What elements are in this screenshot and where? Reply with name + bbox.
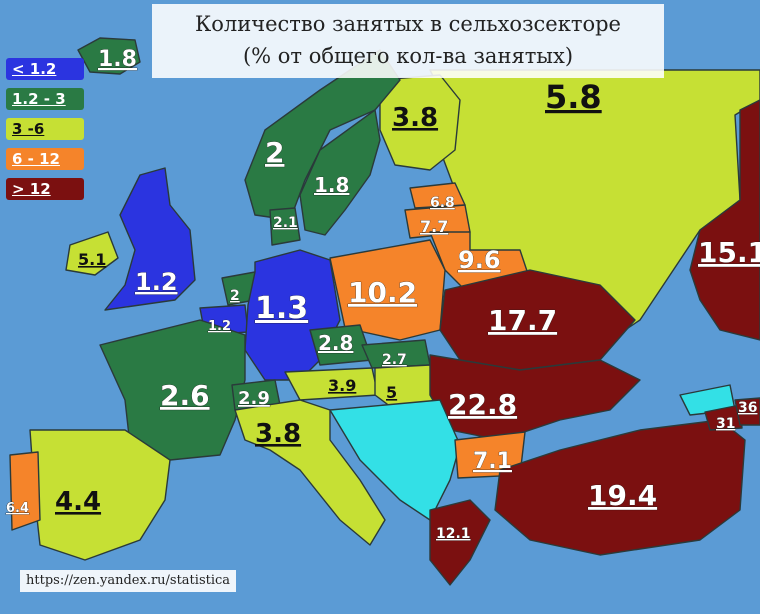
map-title: Количество занятых в сельхозсекторе (% о… xyxy=(152,4,664,78)
region-kazakhstan xyxy=(689,99,760,341)
value-hungary: 5 xyxy=(386,383,397,402)
value-italy: 3.8 xyxy=(255,419,301,449)
value-armenia: 36 xyxy=(738,400,757,416)
legend-item-gt-12: > 12 xyxy=(6,178,84,200)
title-line-2: (% от общего кол-ва занятых) xyxy=(242,44,574,68)
value-germany: 1.3 xyxy=(255,291,308,326)
region-sweden xyxy=(299,109,381,236)
value-greece: 12.1 xyxy=(436,526,471,542)
value-bulgaria: 7.1 xyxy=(473,449,512,474)
value-czechia: 2.8 xyxy=(318,331,353,355)
value-belarus: 17.7 xyxy=(488,304,557,337)
value-finland: 3.8 xyxy=(392,103,438,133)
value-lithuania: 9.6 xyxy=(458,246,501,274)
region-france xyxy=(99,319,246,461)
value-poland: 10.2 xyxy=(348,276,417,309)
value-belgium: 1.2 xyxy=(208,319,231,334)
value-slovakia: 2.7 xyxy=(382,352,407,368)
value-france: 2.6 xyxy=(160,379,210,412)
region-iceland xyxy=(77,37,141,75)
region-finland xyxy=(379,74,461,171)
region-uk xyxy=(104,167,196,311)
value-sweden: 1.8 xyxy=(314,173,349,197)
value-spain: 4.4 xyxy=(55,487,101,517)
value-denmark: 2.1 xyxy=(273,215,298,231)
value-switzerland: 2.9 xyxy=(238,388,270,409)
region-italy xyxy=(234,399,386,546)
value-norway: 2 xyxy=(265,136,284,169)
legend: < 1.2 1.2 - 3 3 -6 6 - 12 > 12 xyxy=(6,58,84,208)
region-portugal xyxy=(9,451,41,531)
region-georgia xyxy=(704,404,743,431)
value-uk: 1.2 xyxy=(135,268,178,296)
value-kazakhstan: 15.1 xyxy=(698,236,760,269)
value-latvia: 7.7 xyxy=(420,217,448,236)
source-url: https://zen.yandex.ru/statistica xyxy=(20,570,236,592)
legend-item-1-2-to-3: 1.2 - 3 xyxy=(6,88,84,110)
region-turkey xyxy=(494,419,746,556)
region-greece xyxy=(429,499,491,586)
legend-item-lt-1-2: < 1.2 xyxy=(6,58,84,80)
value-iceland: 1.8 xyxy=(98,47,137,72)
region-armenia xyxy=(734,397,760,426)
value-netherlands: 2 xyxy=(230,288,240,304)
region-ireland xyxy=(65,231,119,276)
region-denmark xyxy=(269,207,301,246)
value-georgia: 31 xyxy=(716,416,735,432)
value-turkey: 19.4 xyxy=(588,479,657,512)
legend-item-3-to-6: 3 -6 xyxy=(6,118,84,140)
value-russia: 5.8 xyxy=(545,78,602,116)
value-ukraine: 22.8 xyxy=(448,388,517,421)
region-balkans xyxy=(329,399,461,521)
value-ireland: 5.1 xyxy=(78,250,106,269)
value-portugal: 6.4 xyxy=(6,501,29,516)
value-austria: 3.9 xyxy=(328,376,356,395)
legend-item-6-to-12: 6 - 12 xyxy=(6,148,84,170)
title-line-1: Количество занятых в сельхозсекторе xyxy=(195,12,621,36)
value-estonia: 6.8 xyxy=(430,195,455,211)
